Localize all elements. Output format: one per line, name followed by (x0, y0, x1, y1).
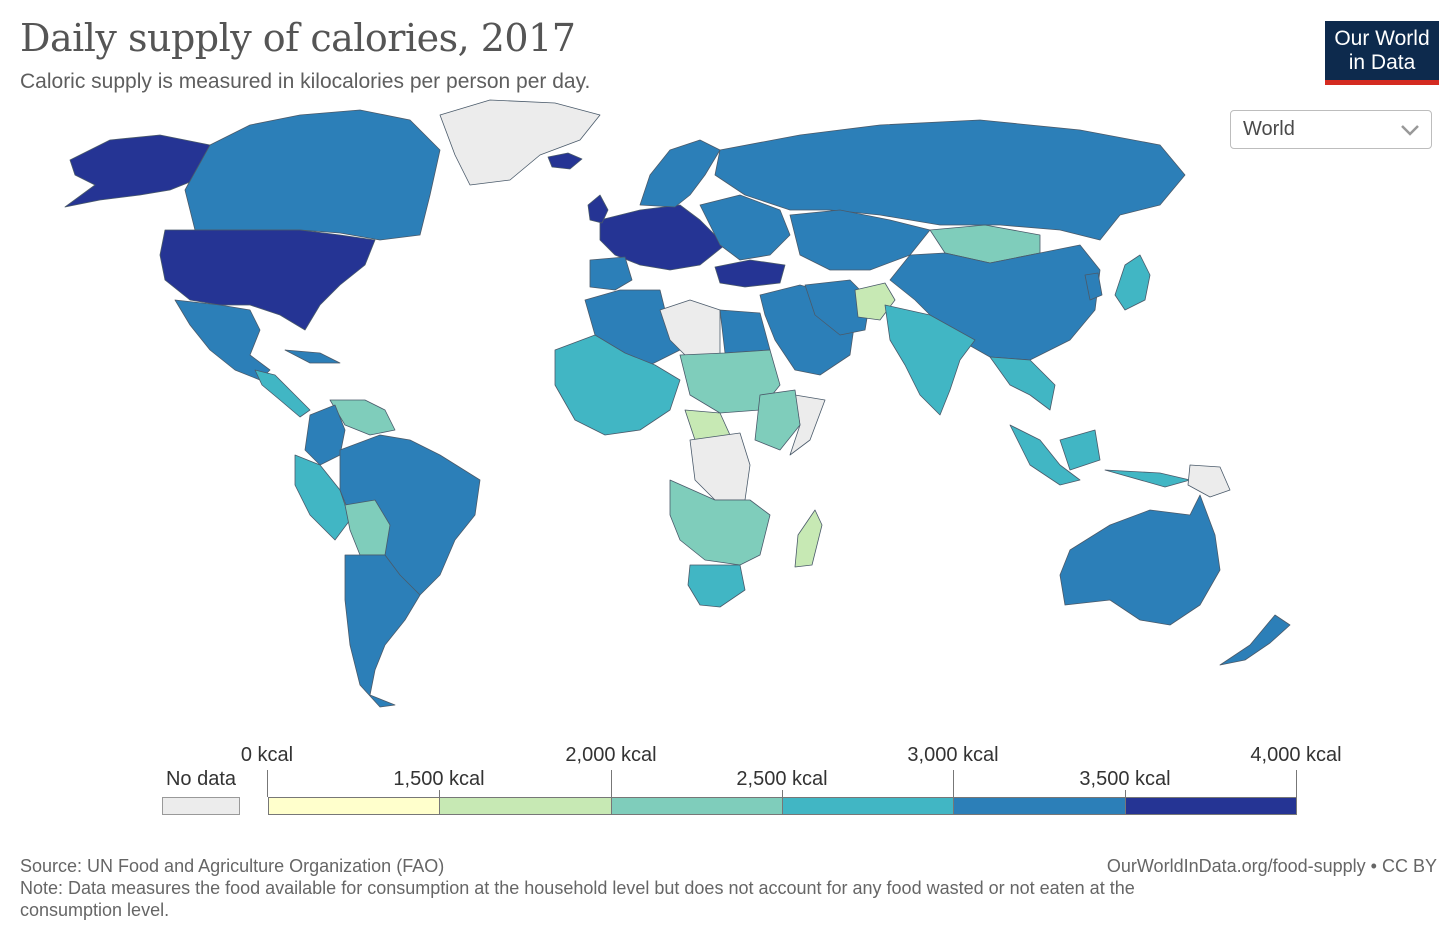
region-usa[interactable] (159, 229, 376, 331)
region-congo[interactable] (689, 432, 751, 501)
legend-tick-1500 (439, 790, 440, 797)
region-china[interactable] (889, 244, 1101, 361)
region-select[interactable]: World (1230, 110, 1432, 149)
region-iran[interactable] (804, 279, 871, 336)
note-line-2: consumption level. (20, 900, 170, 920)
region-west-africa[interactable] (554, 334, 681, 436)
logo-line-1: Our World (1334, 26, 1430, 50)
legend-no-data-label: No data (165, 768, 237, 790)
region-central-america[interactable] (254, 369, 311, 418)
legend-no-data-swatch[interactable] (162, 797, 240, 815)
region-select-value: World (1243, 118, 1295, 140)
region-south-africa[interactable] (687, 564, 746, 608)
region-uk[interactable] (587, 194, 609, 224)
legend-label-3500: 3,500 kcal (1079, 768, 1171, 790)
region-peru[interactable] (294, 454, 351, 541)
region-egypt[interactable] (719, 309, 771, 354)
legend-tick-4000 (1296, 770, 1297, 797)
region-alaska[interactable] (64, 134, 211, 208)
region-india[interactable] (884, 304, 976, 416)
legend-tick-3500 (1125, 790, 1126, 797)
source-url-link[interactable]: OurWorldInData.org/food-supply • CC BY (1106, 856, 1437, 876)
region-greenland[interactable] (439, 99, 601, 186)
region-argentina[interactable] (344, 554, 421, 708)
region-iceland[interactable] (547, 152, 583, 170)
region-russia[interactable] (714, 119, 1186, 241)
region-new-zealand[interactable] (1219, 614, 1291, 666)
chevron-down-icon (1401, 125, 1419, 136)
legend-tick-3000 (953, 770, 954, 797)
legend-label-3000: 3,000 kcal (907, 744, 999, 766)
legend-bin-3000-3500[interactable] (953, 797, 1126, 815)
legend-bin-2000-2500[interactable] (611, 797, 783, 815)
region-ethiopia[interactable] (754, 389, 801, 451)
region-indonesia[interactable] (1009, 424, 1191, 488)
owid-logo[interactable]: Our World in Data (1325, 21, 1439, 85)
region-scandinavia[interactable] (639, 139, 721, 208)
legend-bin-2500-3000[interactable] (782, 797, 954, 815)
region-korea[interactable] (1084, 272, 1103, 301)
region-canada[interactable] (184, 109, 441, 241)
region-cuba[interactable] (284, 349, 341, 364)
logo-line-2: in Data (1348, 50, 1416, 74)
legend-tick-2000 (611, 770, 612, 797)
region-papua[interactable] (1187, 464, 1231, 498)
region-eastern-europe[interactable] (699, 194, 791, 261)
legend-tick-2500 (782, 790, 783, 797)
region-southeast-asia[interactable] (989, 356, 1056, 411)
region-venezuela[interactable] (329, 399, 396, 436)
region-southern-africa[interactable] (669, 479, 771, 566)
chart-title: Daily supply of calories, 2017 (20, 16, 576, 60)
region-madagascar[interactable] (794, 509, 823, 568)
region-australia[interactable] (1059, 494, 1221, 626)
chart-subtitle: Caloric supply is measured in kilocalori… (20, 70, 591, 93)
legend-bin-1500-2000[interactable] (439, 797, 612, 815)
region-turkey[interactable] (714, 259, 786, 288)
note-line-1: Note: Data measures the food available f… (20, 878, 1135, 898)
legend-tick-0 (267, 770, 268, 797)
legend-label-2000: 2,000 kcal (565, 744, 657, 766)
legend-bin-0-1500[interactable] (268, 797, 440, 815)
legend-label-2500: 2,500 kcal (736, 768, 828, 790)
legend-label-4000: 4,000 kcal (1250, 744, 1342, 766)
region-japan[interactable] (1114, 254, 1151, 311)
region-iberia[interactable] (589, 256, 633, 291)
legend-label-0: 0 kcal (240, 744, 294, 766)
region-colombia[interactable] (304, 404, 346, 466)
legend-bin-3500-4000[interactable] (1125, 797, 1297, 815)
legend-label-1500: 1,500 kcal (393, 768, 485, 790)
world-map[interactable] (0, 95, 1456, 720)
region-mexico[interactable] (174, 299, 271, 381)
source-text: Source: UN Food and Agriculture Organiza… (20, 856, 445, 876)
